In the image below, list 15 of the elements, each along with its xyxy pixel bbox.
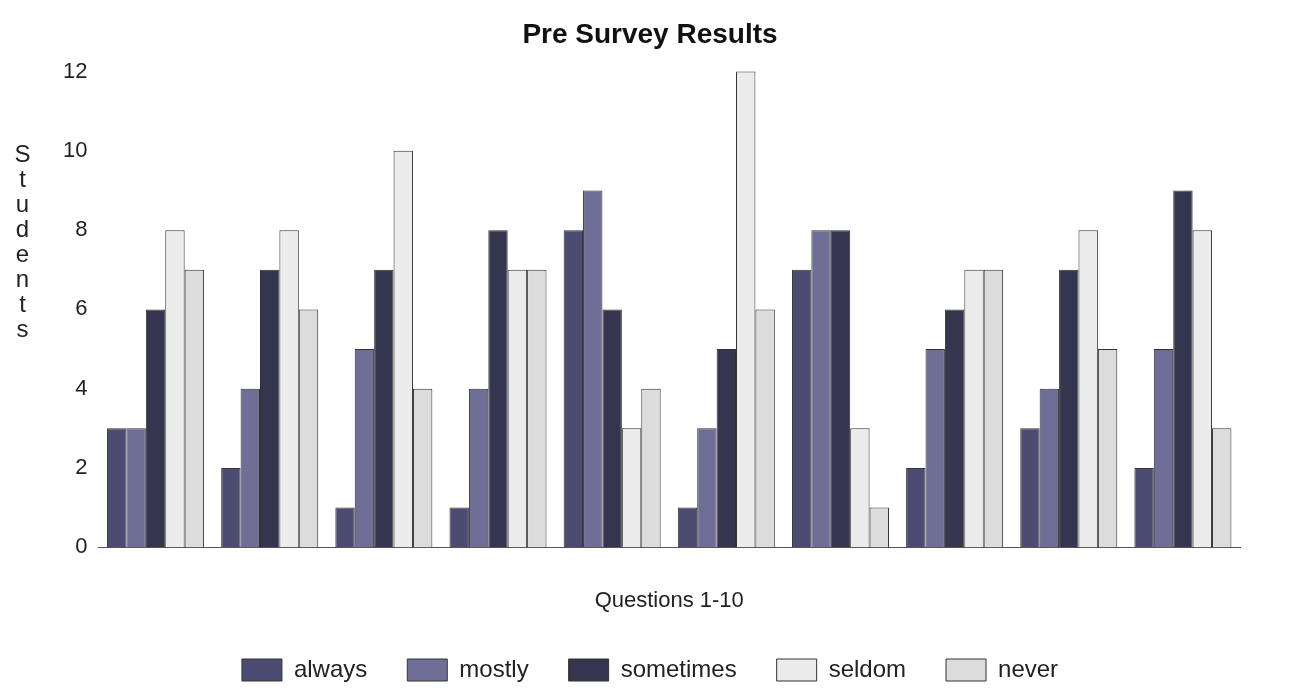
legend-label: never: [998, 654, 1059, 682]
x-axis-title: Questions 1-10: [594, 586, 744, 612]
chart-title: Pre Survey Results: [522, 17, 778, 49]
y-tick-label: 12: [62, 57, 88, 83]
legend-label: seldom: [828, 654, 907, 682]
y-tick-label: 10: [62, 136, 88, 162]
y-axis-title: Students: [8, 140, 36, 340]
legend-label: always: [293, 654, 368, 682]
y-tick-label: 6: [75, 295, 88, 321]
legend-label: mostly: [459, 654, 529, 682]
y-tick-label: 8: [75, 216, 88, 242]
y-tick-label: 4: [75, 374, 88, 400]
y-tick-label: 2: [75, 454, 88, 479]
y-tick-label: 0: [75, 533, 88, 559]
legend-label: sometimes: [620, 654, 737, 682]
